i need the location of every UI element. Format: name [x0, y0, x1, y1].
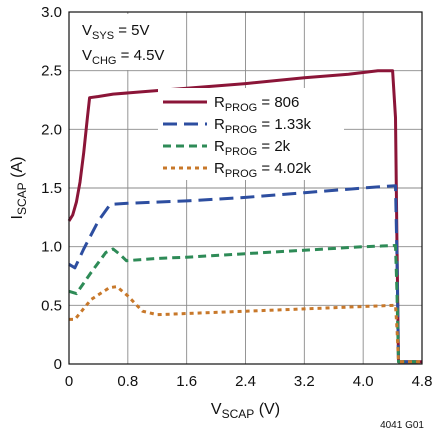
- x-tick-label: 1.6: [176, 373, 197, 390]
- annotation-text: VCHG = 4.5V: [82, 47, 164, 67]
- x-tick-label: 4.0: [353, 373, 374, 390]
- plot-frame: [68, 11, 423, 365]
- y-tick-label: 2.5: [41, 63, 62, 80]
- x-tick-label: 0: [65, 373, 73, 390]
- y-tick-label: 3.0: [41, 4, 62, 21]
- y-tick-label: 2.0: [41, 121, 62, 138]
- y-tick-label: 0.5: [41, 297, 62, 314]
- x-tick-label: 4.8: [412, 373, 432, 390]
- legend-label-1: RPROG = 806: [214, 94, 299, 114]
- tick-labels: 0 0.8 1.6 2.4 3.2 4.0 4.8 0 0.5 1.0 1.5 2.0 2.5 3.0: [41, 4, 432, 390]
- legend-label-2: RPROG = 1.33k: [214, 116, 312, 136]
- x-tick-label: 0.8: [117, 373, 138, 390]
- y-tick-label: 1.5: [41, 180, 62, 197]
- y-tick-label: 1.0: [41, 239, 62, 256]
- x-tick-label: 2.4: [235, 373, 256, 390]
- series-line-4: [69, 285, 422, 364]
- series-line-3: [68, 244, 422, 364]
- y-tick-label: 0: [54, 356, 62, 373]
- annotation-text: VSYS = 5V: [82, 22, 149, 42]
- x-tick-label: 3.2: [294, 373, 315, 390]
- figure-id: 4041 G01: [380, 420, 424, 431]
- legend-label-3: RPROG = 2k: [214, 138, 291, 158]
- y-axis-title: ISCAP (A): [9, 157, 29, 220]
- x-axis-title: VSCAP (V): [211, 401, 280, 421]
- annotation-background: [71, 14, 183, 70]
- annotations: VSYS = 5V VCHG = 4.5V: [82, 22, 164, 67]
- legend-label-4: RPROG = 4.02k: [214, 160, 312, 180]
